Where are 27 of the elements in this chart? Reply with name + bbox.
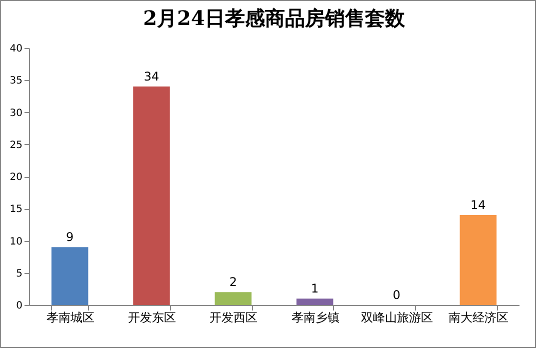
x-tick-label: 开发东区 [128,310,176,324]
x-tick-label: 孝南城区 [46,310,94,324]
bar [296,298,334,305]
chart-title: 2月24日孝感商品房销售套数 [143,6,406,30]
bar [460,215,497,305]
y-tick-label: 5 [16,268,22,280]
data-label: 1 [311,282,319,296]
x-tick-label: 孝南乡镇 [291,310,340,324]
y-tick-label: 25 [10,140,22,151]
x-tick-label: 南大经济区 [448,310,509,324]
y-tick-label: 20 [10,172,22,183]
x-tick-label: 开发西区 [210,310,258,324]
data-label: 0 [392,288,400,302]
data-label: 14 [470,198,486,212]
bar [214,292,252,305]
data-label: 9 [66,230,74,244]
y-tick-label: 35 [10,76,22,87]
y-tick-label: 40 [10,44,22,54]
y-tick-label: 30 [10,108,22,119]
bar [133,86,170,305]
y-tick-label: 0 [16,300,22,312]
bar [51,247,88,305]
y-tick-label: 15 [10,204,22,216]
x-tick-label: 双峰山旅游区 [361,310,433,324]
y-tick-label: 10 [10,236,22,248]
data-label: 2 [229,275,237,290]
data-label: 34 [144,70,160,84]
